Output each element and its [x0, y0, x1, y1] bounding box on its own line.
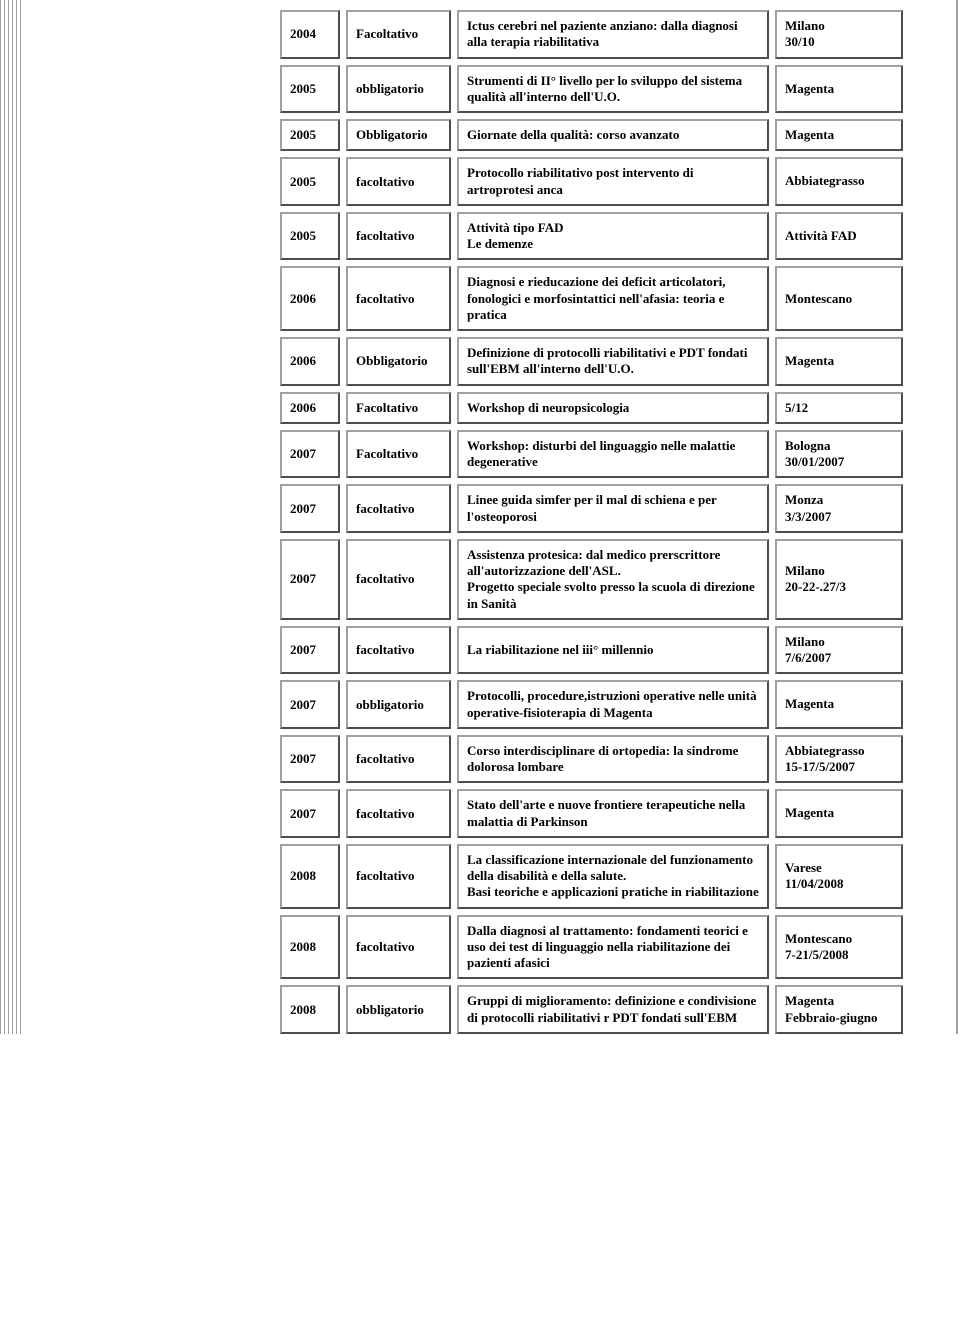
cell-year: 2007 — [280, 680, 340, 729]
cell-year: 2007 — [280, 430, 340, 479]
cell-desc: Ictus cerebri nel paziente anziano: dall… — [457, 10, 769, 59]
cell-loc: Magenta — [775, 337, 903, 386]
right-border-rail — [956, 0, 958, 1034]
table-row: 2008facoltativoLa classificazione intern… — [280, 844, 950, 909]
cell-type: obbligatorio — [346, 985, 451, 1034]
cell-loc: Montescano 7-21/5/2008 — [775, 915, 903, 980]
cell-loc: 5/12 — [775, 392, 903, 424]
table-row: 2005ObbligatorioGiornate della qualità: … — [280, 119, 950, 151]
cell-loc: Magenta — [775, 119, 903, 151]
cell-type: Obbligatorio — [346, 337, 451, 386]
cell-desc: Gruppi di miglioramento: definizione e c… — [457, 985, 769, 1034]
cell-type: facoltativo — [346, 157, 451, 206]
cell-year: 2007 — [280, 484, 340, 533]
cell-year: 2006 — [280, 392, 340, 424]
table-row: 2005obbligatorioStrumenti di II° livello… — [280, 65, 950, 114]
cell-year: 2005 — [280, 157, 340, 206]
table-row: 2008obbligatorioGruppi di miglioramento:… — [280, 985, 950, 1034]
cell-loc: Varese 11/04/2008 — [775, 844, 903, 909]
cell-year: 2006 — [280, 337, 340, 386]
cell-year: 2004 — [280, 10, 340, 59]
table-row: 2007FacoltativoWorkshop: disturbi del li… — [280, 430, 950, 479]
cell-year: 2007 — [280, 626, 340, 675]
cell-year: 2008 — [280, 985, 340, 1034]
cell-loc: Magenta — [775, 680, 903, 729]
cell-loc: Magenta Febbraio-giugno — [775, 985, 903, 1034]
cell-loc: Abbiategrasso 15-17/5/2007 — [775, 735, 903, 784]
cell-type: obbligatorio — [346, 680, 451, 729]
left-border-rails — [0, 0, 24, 1034]
cell-type: obbligatorio — [346, 65, 451, 114]
table-row: 2007obbligatorioProtocolli, procedure,is… — [280, 680, 950, 729]
table-row: 2007facoltativoLinee guida simfer per il… — [280, 484, 950, 533]
cell-loc: Montescano — [775, 266, 903, 331]
cell-desc: Giornate della qualità: corso avanzato — [457, 119, 769, 151]
cell-desc: Workshop: disturbi del linguaggio nelle … — [457, 430, 769, 479]
cell-desc: Dalla diagnosi al trattamento: fondament… — [457, 915, 769, 980]
cell-loc: Bologna 30/01/2007 — [775, 430, 903, 479]
cell-desc: Corso interdisciplinare di ortopedia: la… — [457, 735, 769, 784]
cell-loc: Milano 20-22-.27/3 — [775, 539, 903, 620]
cell-type: facoltativo — [346, 212, 451, 261]
cell-type: Obbligatorio — [346, 119, 451, 151]
cell-type: facoltativo — [346, 626, 451, 675]
cell-desc: Strumenti di II° livello per lo sviluppo… — [457, 65, 769, 114]
cell-desc: Protocolli, procedure,istruzioni operati… — [457, 680, 769, 729]
cell-desc: Workshop di neuropsicologia — [457, 392, 769, 424]
table-row: 2006ObbligatorioDefinizione di protocoll… — [280, 337, 950, 386]
table-row: 2007facoltativoStato dell'arte e nuove f… — [280, 789, 950, 838]
cell-type: facoltativo — [346, 789, 451, 838]
cell-type: Facoltativo — [346, 430, 451, 479]
cell-desc: Diagnosi e rieducazione dei deficit arti… — [457, 266, 769, 331]
cell-loc: Magenta — [775, 65, 903, 114]
cell-year: 2007 — [280, 789, 340, 838]
cell-desc: Protocollo riabilitativo post intervento… — [457, 157, 769, 206]
table-row: 2005facoltativoProtocollo riabilitativo … — [280, 157, 950, 206]
table-row: 2007facoltativoCorso interdisciplinare d… — [280, 735, 950, 784]
cell-desc: Attività tipo FAD Le demenze — [457, 212, 769, 261]
cell-year: 2007 — [280, 539, 340, 620]
cell-desc: Assistenza protesica: dal medico prerscr… — [457, 539, 769, 620]
cell-type: Facoltativo — [346, 10, 451, 59]
cell-loc: Abbiategrasso — [775, 157, 903, 206]
cell-year: 2005 — [280, 119, 340, 151]
cell-loc: Magenta — [775, 789, 903, 838]
table-row: 2004FacoltativoIctus cerebri nel pazient… — [280, 10, 950, 59]
table-row: 2007facoltativoLa riabilitazione nel iii… — [280, 626, 950, 675]
table-row: 2005facoltativoAttività tipo FAD Le deme… — [280, 212, 950, 261]
cell-year: 2005 — [280, 65, 340, 114]
table-row: 2008facoltativoDalla diagnosi al trattam… — [280, 915, 950, 980]
cell-desc: Linee guida simfer per il mal di schiena… — [457, 484, 769, 533]
cell-desc: La riabilitazione nel iii° millennio — [457, 626, 769, 675]
table-container: 2004FacoltativoIctus cerebri nel pazient… — [280, 10, 950, 1034]
table-row: 2006facoltativoDiagnosi e rieducazione d… — [280, 266, 950, 331]
cell-type: facoltativo — [346, 915, 451, 980]
cell-year: 2008 — [280, 844, 340, 909]
cell-type: facoltativo — [346, 735, 451, 784]
cell-loc: Monza 3/3/2007 — [775, 484, 903, 533]
cell-loc: Milano 7/6/2007 — [775, 626, 903, 675]
cell-desc: Stato dell'arte e nuove frontiere terape… — [457, 789, 769, 838]
cell-type: facoltativo — [346, 266, 451, 331]
cell-year: 2008 — [280, 915, 340, 980]
cell-year: 2007 — [280, 735, 340, 784]
cell-desc: Definizione di protocolli riabilitativi … — [457, 337, 769, 386]
cell-year: 2005 — [280, 212, 340, 261]
cell-year: 2006 — [280, 266, 340, 331]
cell-type: facoltativo — [346, 844, 451, 909]
cell-type: facoltativo — [346, 484, 451, 533]
cell-desc: La classificazione internazionale del fu… — [457, 844, 769, 909]
table-row: 2006FacoltativoWorkshop di neuropsicolog… — [280, 392, 950, 424]
cell-type: facoltativo — [346, 539, 451, 620]
page: 2004FacoltativoIctus cerebri nel pazient… — [0, 0, 960, 1034]
cell-type: Facoltativo — [346, 392, 451, 424]
cell-loc: Milano 30/10 — [775, 10, 903, 59]
table-row: 2007facoltativoAssistenza protesica: dal… — [280, 539, 950, 620]
cell-loc: Attività FAD — [775, 212, 903, 261]
